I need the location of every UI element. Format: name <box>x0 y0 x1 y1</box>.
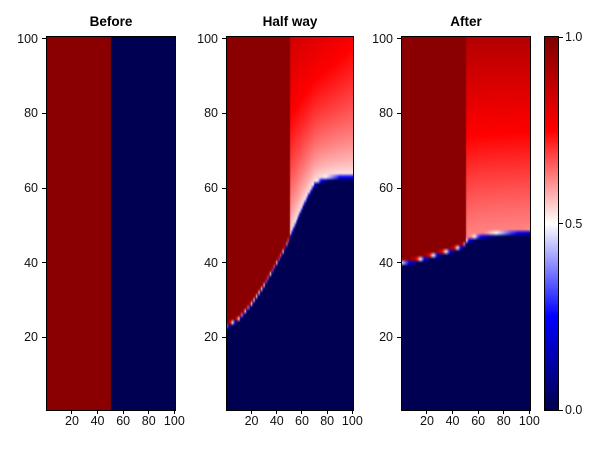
x-tick-label: 100 <box>341 414 363 428</box>
x-tick-label: 60 <box>295 414 309 428</box>
x-tick-label: 60 <box>471 414 486 428</box>
panel-title-after: After <box>450 14 482 29</box>
y-tick-mark <box>42 262 46 264</box>
colorbar <box>544 36 559 411</box>
x-tick-mark <box>251 410 253 414</box>
y-tick-mark <box>42 38 46 40</box>
y-tick-label: 80 <box>379 106 393 121</box>
y-tick-mark <box>222 336 226 338</box>
x-tick-label: 100 <box>518 414 540 428</box>
x-tick-mark <box>122 410 124 414</box>
y-tick-mark <box>42 187 46 189</box>
x-tick-mark <box>301 410 303 414</box>
colorbar-tick-label: 0.5 <box>565 216 583 231</box>
y-tick-mark <box>222 38 226 40</box>
y-tick-mark <box>397 38 401 40</box>
y-tick-label: 80 <box>204 106 218 121</box>
x-tick-label: 40 <box>445 414 460 428</box>
y-tick-mark <box>42 112 46 114</box>
x-tick-mark <box>452 410 454 414</box>
x-tick-label: 60 <box>116 414 131 428</box>
x-tick-label: 100 <box>163 414 185 428</box>
colorbar-tick-mark <box>559 409 563 411</box>
x-tick-mark <box>276 410 278 414</box>
x-tick-mark <box>326 410 328 414</box>
y-tick-mark <box>397 112 401 114</box>
panel-title-halfway: Half way <box>262 14 318 29</box>
y-tick-label: 20 <box>379 330 393 345</box>
x-tick-label: 80 <box>496 414 511 428</box>
y-tick-label: 40 <box>379 255 393 270</box>
y-tick-mark <box>397 187 401 189</box>
y-tick-label: 40 <box>24 255 38 270</box>
y-tick-label: 100 <box>17 31 38 46</box>
colorbar-tick-label: 1.0 <box>565 30 583 44</box>
x-tick-mark <box>477 410 479 414</box>
y-tick-label: 60 <box>204 181 218 196</box>
y-tick-mark <box>222 112 226 114</box>
y-tick-label: 100 <box>372 31 393 46</box>
x-tick-label: 80 <box>141 414 156 428</box>
x-tick-label: 40 <box>269 414 284 428</box>
colorbar-tick-label: 0.0 <box>565 403 583 417</box>
y-tick-label: 100 <box>197 31 218 46</box>
y-tick-label: 20 <box>204 330 218 345</box>
x-tick-label: 40 <box>90 414 105 428</box>
colorbar-tick-mark <box>559 223 563 224</box>
y-tick-mark <box>42 336 46 338</box>
y-tick-mark <box>397 262 401 264</box>
x-tick-mark <box>71 410 73 414</box>
x-tick-mark <box>148 410 150 414</box>
y-tick-mark <box>222 187 226 189</box>
y-tick-mark <box>397 336 401 338</box>
y-tick-label: 40 <box>204 255 218 270</box>
x-tick-label: 20 <box>244 414 259 428</box>
x-tick-mark <box>97 410 99 414</box>
x-tick-mark <box>173 410 175 414</box>
y-tick-label: 20 <box>24 330 38 345</box>
x-tick-mark <box>528 410 530 414</box>
heatmap-before <box>46 36 176 411</box>
x-tick-label: 20 <box>420 414 434 428</box>
x-tick-mark <box>351 410 353 414</box>
x-tick-label: 80 <box>320 414 335 428</box>
heatmap-halfway <box>226 36 354 411</box>
y-tick-mark <box>222 262 226 264</box>
x-tick-mark <box>426 410 428 414</box>
y-tick-label: 60 <box>379 181 393 196</box>
panel-title-before: Before <box>89 14 133 29</box>
x-tick-label: 20 <box>65 414 79 428</box>
y-tick-label: 60 <box>24 181 38 196</box>
x-tick-mark <box>503 410 505 414</box>
colorbar-tick-mark <box>559 36 563 38</box>
heatmap-after <box>401 36 531 411</box>
y-tick-label: 80 <box>24 106 38 121</box>
